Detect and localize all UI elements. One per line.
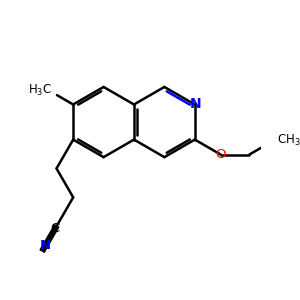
Text: CH$_3$: CH$_3$ [278,133,300,148]
Text: H$_3$C: H$_3$C [28,83,52,98]
Text: O: O [215,148,226,161]
Text: C: C [50,222,60,236]
Text: N: N [40,239,51,252]
Text: N: N [190,97,201,111]
